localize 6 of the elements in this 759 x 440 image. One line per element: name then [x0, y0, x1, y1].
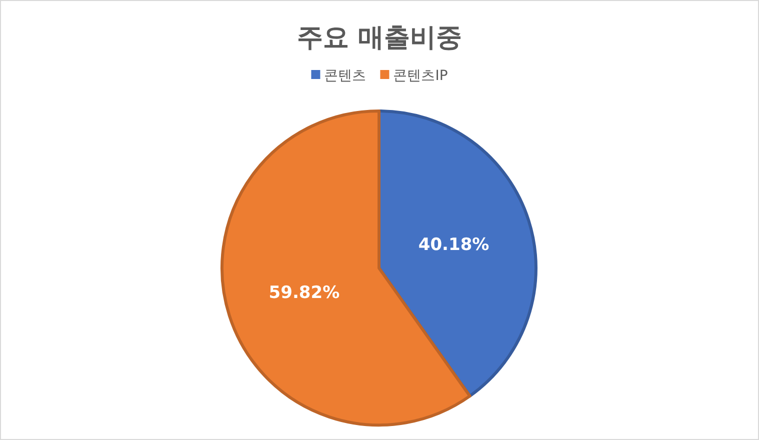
legend-label: 콘텐츠IP [393, 68, 448, 84]
data-label: 40.18% [418, 235, 490, 256]
chart-title: 주요 매출비중 [296, 23, 462, 53]
legend-label: 콘텐츠 [324, 68, 366, 84]
pie-slice [378, 110, 538, 398]
data-label: 59.82% [268, 282, 340, 303]
